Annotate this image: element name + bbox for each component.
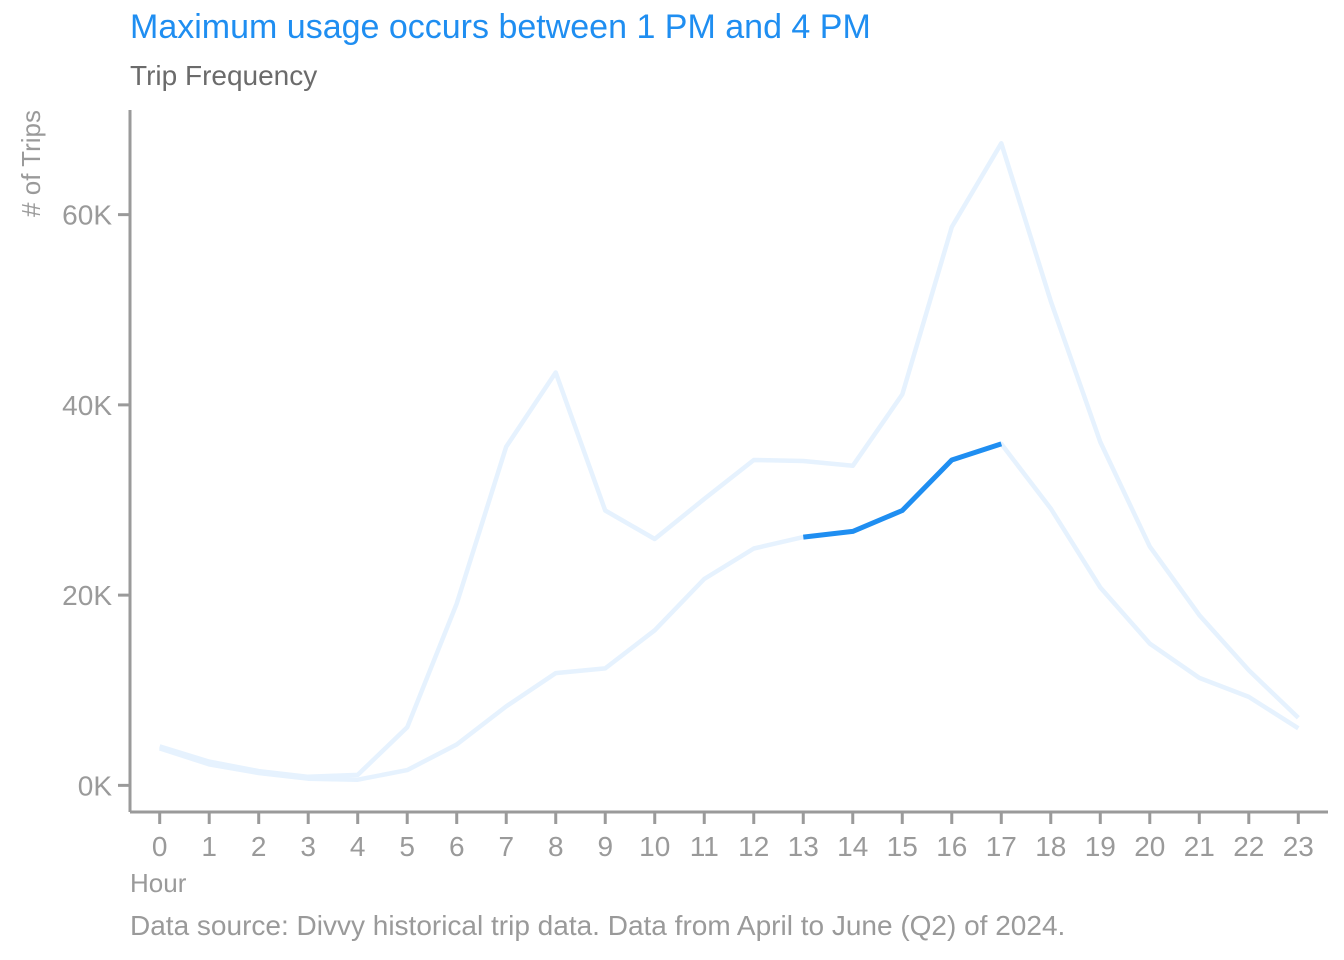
x-tick-label: 4	[350, 831, 366, 862]
x-tick-label: 6	[449, 831, 465, 862]
x-tick-label: 13	[788, 831, 819, 862]
x-tick-label: 16	[936, 831, 967, 862]
y-ticks: 0K 20K 40K 60K	[62, 200, 130, 801]
x-tick-label: 2	[251, 831, 267, 862]
x-tick-label: 22	[1233, 831, 1264, 862]
y-tick-label: 60K	[62, 200, 112, 231]
x-tick-label: 14	[837, 831, 868, 862]
x-axis-title: Hour	[130, 868, 187, 898]
x-tick-label: 20	[1134, 831, 1165, 862]
chart-title: Maximum usage occurs between 1 PM and 4 …	[130, 8, 871, 46]
x-tick-label: 23	[1283, 831, 1314, 862]
series-1-line	[159, 441, 1300, 782]
x-tick-label: 17	[986, 831, 1017, 862]
x-tick-label: 5	[399, 831, 415, 862]
x-tick-label: 18	[1035, 831, 1066, 862]
x-tick-label: 11	[690, 831, 719, 862]
y-axis-title: # of Trips	[16, 110, 46, 217]
x-tick-label: 9	[597, 831, 613, 862]
x-tick-label: 19	[1085, 831, 1116, 862]
y-tick-label: 40K	[62, 390, 112, 421]
axes-layer	[128, 110, 1328, 814]
x-tick-label: 1	[201, 831, 217, 862]
x-tick-label: 10	[639, 831, 670, 862]
series-1-highlight-segment	[803, 441, 1003, 540]
x-tick-label: 21	[1184, 831, 1215, 862]
series-layer	[159, 141, 1300, 782]
x-tick-label: 8	[548, 831, 564, 862]
x-tick-label: 0	[152, 831, 168, 862]
x-tick-label: 7	[498, 831, 514, 862]
chart-subtitle: Trip Frequency	[130, 60, 318, 91]
data-source-caption: Data source: Divvy historical trip data.…	[130, 910, 1066, 941]
x-tick-label: 12	[738, 831, 769, 862]
x-tick-label: 3	[300, 831, 316, 862]
y-tick-label: 20K	[62, 580, 112, 611]
x-tick-label: 15	[887, 831, 918, 862]
x-ticks: 0 1 2 3 4 5 6 7 8 9 10 11 12 13 14 15 16 17 18 19 20 21 22 23	[152, 812, 1314, 862]
series-2-line	[159, 141, 1300, 780]
y-tick-label: 0K	[78, 770, 113, 801]
